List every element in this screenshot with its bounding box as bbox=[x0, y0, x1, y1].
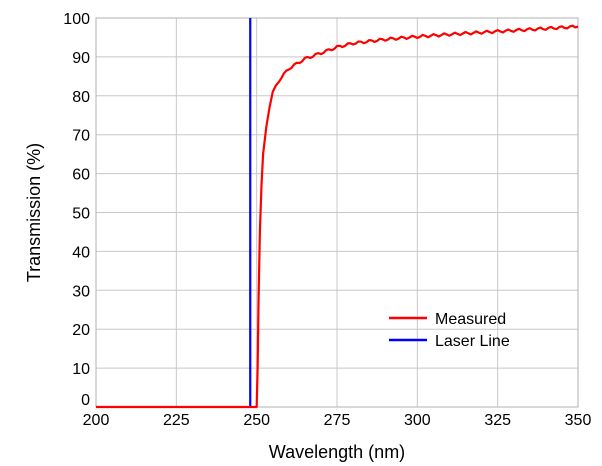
legend-label-measured: Measured bbox=[435, 311, 506, 328]
x-tick-label: 225 bbox=[163, 412, 190, 429]
y-tick-label: 90 bbox=[72, 50, 90, 67]
x-tick-label: 300 bbox=[404, 412, 431, 429]
x-tick-label: 275 bbox=[324, 412, 351, 429]
x-tick-label: 350 bbox=[565, 412, 592, 429]
series-line-measured bbox=[96, 24, 579, 409]
plot-area bbox=[95, 17, 579, 408]
y-tick-label: 50 bbox=[72, 206, 90, 223]
y-tick-label: 80 bbox=[72, 89, 90, 106]
y-tick-label: 30 bbox=[72, 283, 90, 300]
legend: Measured Laser Line bbox=[389, 311, 510, 350]
y-tick-label: 60 bbox=[72, 167, 90, 184]
x-tick-label: 250 bbox=[243, 412, 270, 429]
y-tick-label: 70 bbox=[72, 128, 90, 145]
y-tick-label: 100 bbox=[63, 11, 90, 28]
x-tick-label: 200 bbox=[83, 412, 110, 429]
legend-label-laser-line: Laser Line bbox=[435, 333, 510, 350]
y-tick-label: 10 bbox=[72, 361, 90, 378]
y-tick-label: 20 bbox=[72, 322, 90, 339]
y-axis-title: Transmission (%) bbox=[24, 143, 44, 282]
x-tick-label: 325 bbox=[484, 412, 511, 429]
y-tick-label: 40 bbox=[72, 244, 90, 261]
series-layer bbox=[96, 18, 579, 409]
y-tick-label: 0 bbox=[81, 392, 90, 409]
x-axis-title: Wavelength (nm) bbox=[269, 442, 405, 462]
tick-labels: 200 225 250 275 300 325 350 0 10 20 30 40 50 60 70 80 90… bbox=[63, 11, 591, 429]
